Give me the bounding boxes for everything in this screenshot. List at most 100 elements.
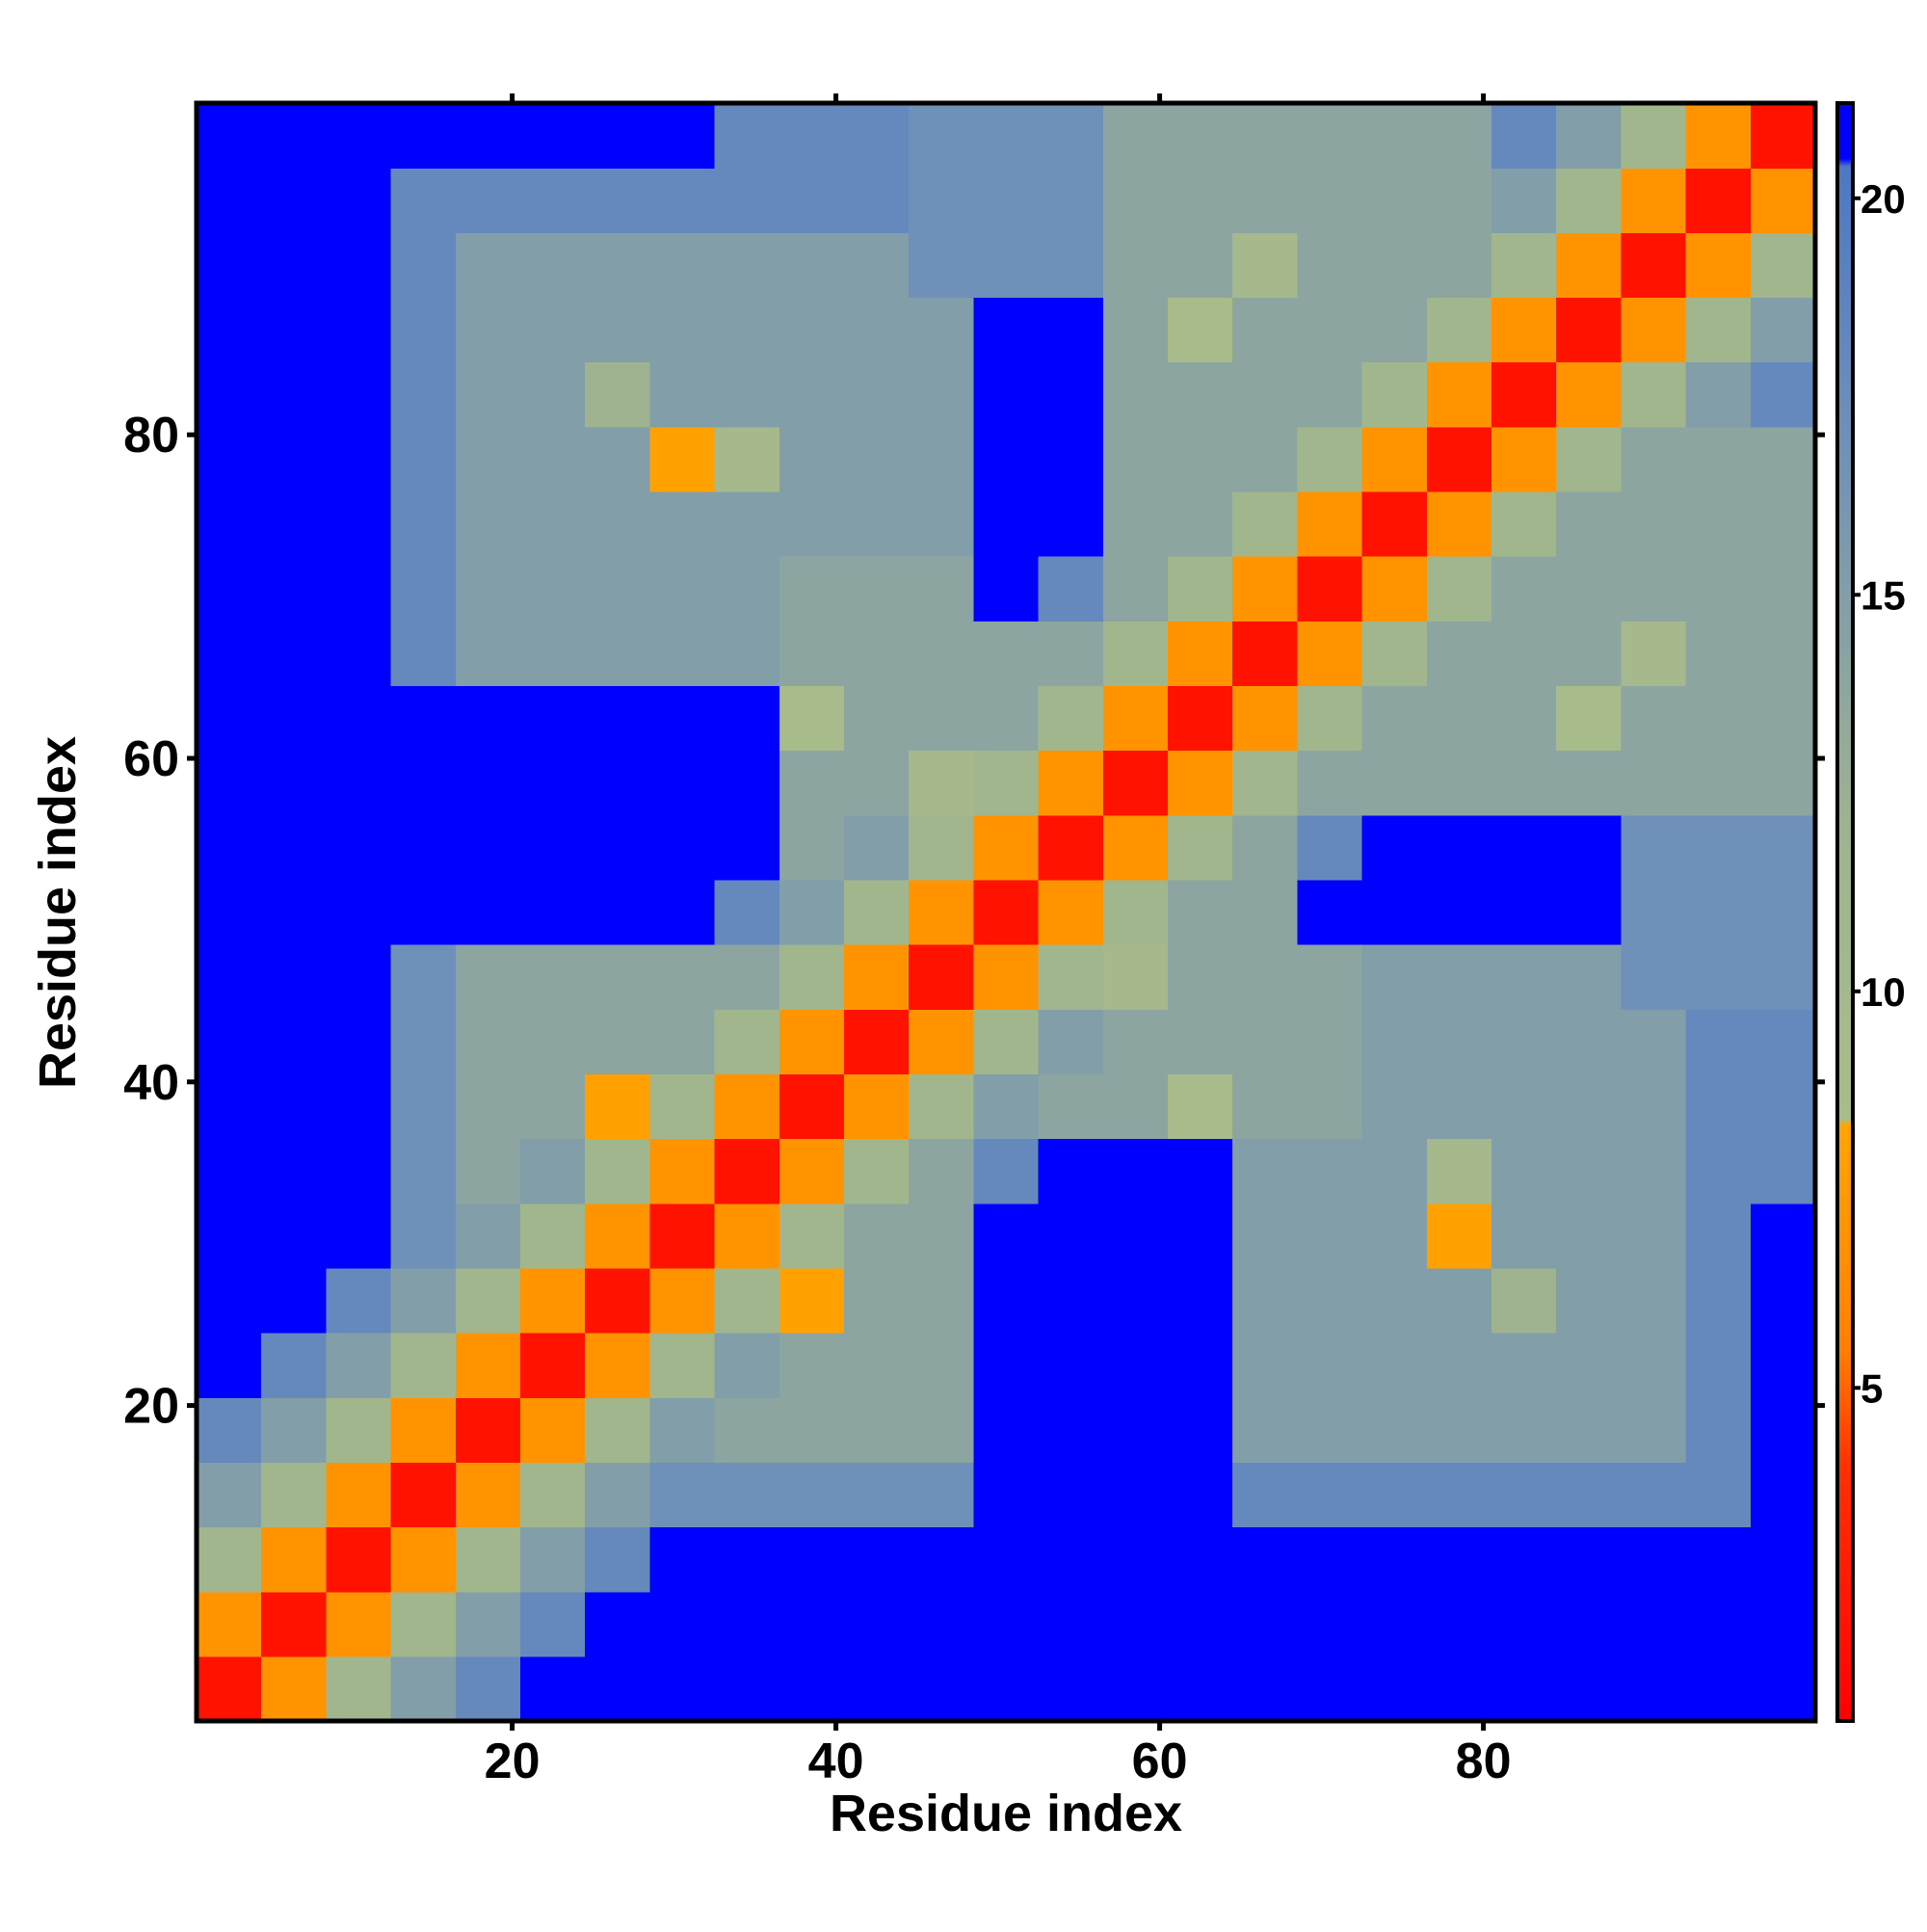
y-tick-label: 80: [123, 408, 179, 463]
heatmap-cell: [520, 879, 586, 945]
heatmap-cell: [844, 944, 910, 1010]
heatmap-cell: [1168, 1333, 1233, 1398]
heatmap-cell: [779, 103, 845, 169]
heatmap-cell: [261, 879, 327, 945]
heatmap-cell: [844, 168, 910, 233]
heatmap-cell: [520, 1138, 586, 1204]
heatmap-cell: [197, 1267, 262, 1334]
heatmap-cell: [1038, 556, 1104, 622]
heatmap-cell: [1750, 361, 1816, 428]
heatmap-cell: [1102, 685, 1169, 752]
heatmap-cell: [1297, 1138, 1363, 1204]
heatmap-cell: [197, 621, 262, 687]
heatmap-cell: [1297, 1073, 1363, 1140]
heatmap-cell: [455, 1009, 521, 1074]
heatmap-cell: [1168, 1009, 1233, 1074]
heatmap-cell: [1556, 1526, 1622, 1593]
heatmap-cell: [261, 814, 327, 881]
heatmap-cell: [520, 168, 586, 233]
heatmap-cell: [909, 168, 974, 233]
heatmap-cell: [197, 556, 262, 622]
heatmap-cell: [973, 685, 1040, 752]
heatmap-cell: [844, 814, 910, 881]
heatmap-cell: [779, 1655, 845, 1722]
heatmap-cell: [1491, 944, 1557, 1010]
heatmap-cell: [909, 750, 974, 816]
heatmap-cell: [1426, 1526, 1492, 1593]
heatmap-cell: [1297, 1267, 1363, 1334]
heatmap-cell: [1232, 1009, 1298, 1074]
heatmap-cell: [1556, 1462, 1622, 1528]
heatmap-cell: [520, 1655, 586, 1722]
heatmap-cell: [455, 1267, 521, 1334]
heatmap-cell: [197, 1462, 262, 1528]
heatmap-cell: [1621, 750, 1687, 816]
heatmap-cell: [779, 232, 845, 299]
heatmap-cell: [1168, 685, 1233, 752]
heatmap-cell: [779, 556, 845, 622]
heatmap-cell: [1361, 1655, 1428, 1722]
heatmap-cell: [649, 1333, 716, 1398]
heatmap-cell: [326, 814, 392, 881]
heatmap-cell: [909, 1397, 974, 1463]
heatmap-cell: [714, 1655, 780, 1722]
heatmap-cell: [1297, 1397, 1363, 1463]
heatmap-cell: [909, 1138, 974, 1204]
heatmap-cell: [520, 297, 586, 363]
heatmap-cell: [1297, 232, 1363, 299]
heatmap-cell: [1102, 1655, 1169, 1722]
heatmap-cell: [585, 944, 650, 1010]
heatmap-cell: [520, 1073, 586, 1140]
heatmap-cell: [1491, 1526, 1557, 1593]
heatmap-cell: [1297, 1591, 1363, 1657]
heatmap-cell: [844, 1526, 910, 1593]
heatmap-cell: [520, 1009, 586, 1074]
heatmap-cell: [779, 426, 845, 492]
heatmap-cell: [649, 1397, 716, 1463]
heatmap-cell: [1685, 1462, 1752, 1528]
heatmap-cell: [1491, 1138, 1557, 1204]
heatmap-cell: [1491, 490, 1557, 557]
heatmap-cell: [1297, 297, 1363, 363]
heatmap-cell: [1556, 103, 1622, 169]
heatmap-cell: [1232, 621, 1298, 687]
heatmap-cell: [779, 1526, 845, 1593]
heatmap-cell: [390, 361, 457, 428]
heatmap-cell: [261, 361, 327, 428]
heatmap-cell: [1491, 297, 1557, 363]
heatmap-cell: [1750, 103, 1816, 169]
heatmap-cell: [197, 232, 262, 299]
heatmap-cell: [1038, 297, 1104, 363]
heatmap-cell: [520, 1397, 586, 1463]
heatmap-cell: [1491, 1333, 1557, 1398]
heatmap-cell: [390, 1591, 457, 1657]
heatmap-cell: [779, 621, 845, 687]
heatmap-cell: [197, 103, 262, 169]
heatmap-cell: [973, 1526, 1040, 1593]
heatmap-cell: [1621, 361, 1687, 428]
heatmap-cell: [1750, 168, 1816, 233]
heatmap-cell: [714, 556, 780, 622]
heatmap-cell: [1621, 1203, 1687, 1269]
heatmap-cell: [714, 685, 780, 752]
heatmap-cell: [520, 556, 586, 622]
heatmap-cell: [1297, 685, 1363, 752]
heatmap-cell: [779, 490, 845, 557]
heatmap-cell: [520, 490, 586, 557]
heatmap-cell: [844, 361, 910, 428]
colorbar: [1835, 101, 1855, 1723]
heatmap-cell: [1426, 361, 1492, 428]
heatmap-cell: [585, 1526, 650, 1593]
heatmap-cell: [1297, 879, 1363, 945]
heatmap-cell: [1038, 361, 1104, 428]
heatmap-cell: [649, 814, 716, 881]
heatmap-cell: [1685, 361, 1752, 428]
heatmap-cell: [390, 621, 457, 687]
heatmap-cell: [1426, 168, 1492, 233]
heatmap-cell: [520, 1526, 586, 1593]
heatmap-cell: [1102, 490, 1169, 557]
heatmap-cell: [1038, 1333, 1104, 1398]
heatmap-cell: [909, 490, 974, 557]
heatmap-cell: [585, 1073, 650, 1140]
heatmap-cell: [714, 1009, 780, 1074]
